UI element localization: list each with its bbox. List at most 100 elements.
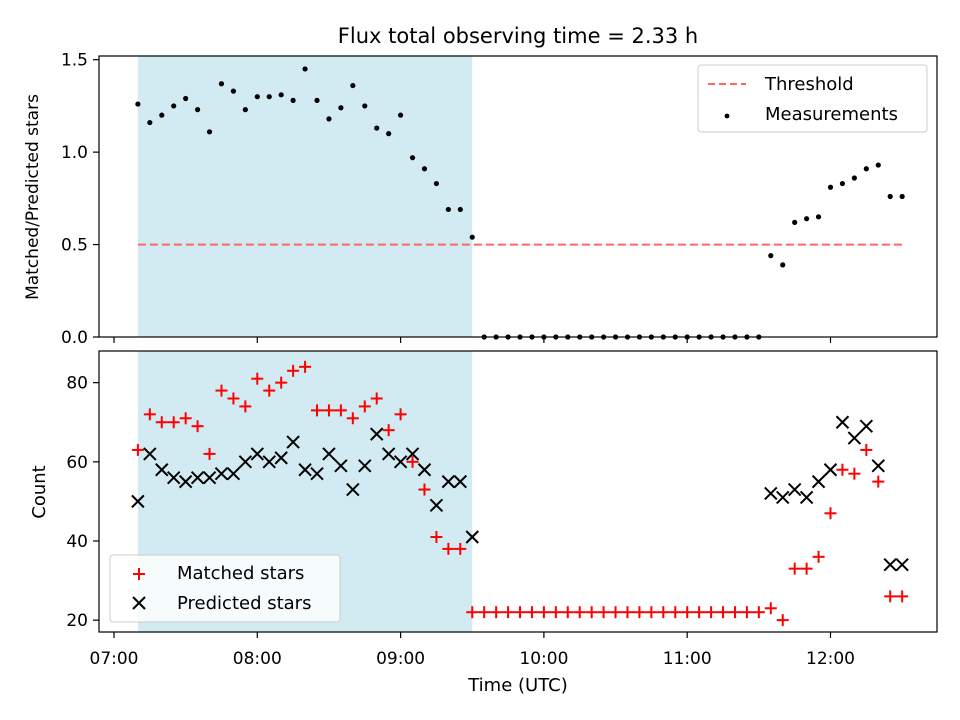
measurement-point bbox=[350, 82, 356, 89]
predicted-star-point bbox=[274, 451, 288, 465]
predicted-star-point bbox=[429, 498, 444, 513]
matched-star-point bbox=[836, 463, 849, 476]
matched-star-point bbox=[430, 531, 443, 544]
time-x-tick-label: 10:00 bbox=[519, 649, 568, 669]
matched-star-point bbox=[537, 606, 550, 619]
matched-star-point bbox=[382, 424, 395, 437]
matched-star-point bbox=[800, 562, 813, 575]
matched-star-point bbox=[740, 606, 753, 619]
measurement-point bbox=[386, 131, 392, 137]
matched-star-point bbox=[896, 590, 909, 603]
measurement-point bbox=[469, 234, 475, 240]
legend-measurements-label: Measurements bbox=[765, 104, 898, 125]
predicted-star-point bbox=[346, 482, 360, 497]
predicted-star-point bbox=[167, 470, 181, 485]
time-x-tick-label: 12:00 bbox=[806, 649, 855, 669]
matched-star-point bbox=[454, 542, 467, 555]
measurement-point bbox=[863, 166, 869, 172]
measurement-point bbox=[887, 193, 893, 200]
measurement-point bbox=[278, 92, 284, 98]
observing-window-shade bbox=[137, 56, 473, 337]
measurement-point bbox=[242, 107, 248, 113]
measurement-point bbox=[899, 193, 905, 200]
predicted-star-point bbox=[811, 474, 826, 489]
matched-star-point bbox=[860, 443, 873, 456]
matched-star-point bbox=[645, 606, 658, 619]
matched-star-point bbox=[609, 606, 622, 619]
matched-star-point bbox=[621, 606, 634, 619]
legend-matched-label: Matched stars bbox=[177, 563, 304, 584]
matched-star-point bbox=[514, 606, 527, 619]
matched-star-point bbox=[131, 443, 144, 456]
matched-star-point bbox=[585, 606, 598, 619]
matched-star-point bbox=[788, 562, 801, 575]
measurement-point bbox=[194, 107, 201, 113]
time-x-tick-label: 09:00 bbox=[376, 649, 425, 669]
ratio-panel-frame bbox=[98, 55, 938, 338]
matched-star-point bbox=[239, 400, 252, 413]
predicted-star-point bbox=[310, 466, 324, 481]
measurement-point bbox=[398, 112, 404, 118]
matched-star-point bbox=[275, 376, 288, 389]
matched-star-point bbox=[597, 606, 610, 619]
predicted-star-point bbox=[178, 474, 193, 489]
matched-star-point bbox=[346, 412, 359, 425]
count-panel-frame bbox=[98, 350, 938, 633]
matched-star-point bbox=[287, 364, 300, 377]
measurement-point bbox=[338, 105, 344, 111]
matched-star-point bbox=[764, 602, 777, 615]
predicted-star-point bbox=[871, 459, 885, 473]
predicted-star-point bbox=[322, 447, 336, 461]
matched-star-point bbox=[143, 408, 156, 421]
measurement-point bbox=[768, 253, 774, 259]
predicted-star-point bbox=[883, 558, 897, 572]
predicted-star-point bbox=[776, 490, 790, 505]
predicted-star-point bbox=[298, 463, 312, 477]
measurement-point bbox=[815, 214, 822, 220]
measurement-point bbox=[875, 162, 881, 168]
matched-star-point bbox=[418, 483, 431, 496]
predicted-star-point bbox=[155, 463, 169, 477]
measurement-point bbox=[230, 88, 237, 94]
measurement-point bbox=[409, 155, 416, 161]
predicted-star-point bbox=[405, 447, 420, 461]
measurement-point bbox=[374, 125, 380, 131]
count-y-axis-label: Count bbox=[29, 465, 50, 518]
predicted-star-point bbox=[250, 447, 265, 461]
predicted-star-point bbox=[787, 482, 802, 497]
measurement-point bbox=[290, 97, 296, 103]
predicted-star-point bbox=[393, 455, 408, 469]
matched-star-point bbox=[179, 412, 192, 425]
measurement-point bbox=[780, 262, 786, 268]
measurement-point bbox=[445, 206, 451, 213]
predicted-star-point bbox=[131, 494, 145, 509]
matched-star-point bbox=[191, 420, 204, 433]
measurement-point bbox=[421, 166, 428, 172]
matched-star-point bbox=[167, 416, 180, 429]
measurement-point bbox=[839, 180, 846, 187]
predicted-star-point bbox=[417, 463, 432, 477]
matched-star-point bbox=[812, 550, 825, 563]
predicted-star-point bbox=[238, 455, 253, 469]
matched-star-point bbox=[693, 606, 706, 619]
matched-star-point bbox=[442, 542, 455, 555]
measurement-point bbox=[147, 119, 153, 126]
legend-predicted-marker bbox=[132, 596, 146, 610]
predicted-star-point bbox=[381, 447, 396, 461]
matched-star-point bbox=[406, 455, 419, 468]
ratio-y-tick-label: 1.0 bbox=[61, 143, 88, 163]
measurement-point bbox=[159, 112, 165, 118]
ratio-y-tick-label: 0.5 bbox=[61, 236, 88, 256]
legend-measurements-marker bbox=[724, 113, 730, 119]
x-axis-label: Time (UTC) bbox=[467, 675, 568, 696]
ratio-legend: Threshold Measurements bbox=[697, 64, 928, 133]
measurement-point bbox=[851, 175, 857, 181]
predicted-star-point bbox=[190, 470, 205, 485]
matched-star-point bbox=[752, 606, 765, 619]
matched-star-point bbox=[681, 606, 694, 619]
predicted-star-point bbox=[334, 459, 348, 473]
predicted-star-point bbox=[835, 415, 850, 429]
measurement-point bbox=[314, 97, 320, 103]
